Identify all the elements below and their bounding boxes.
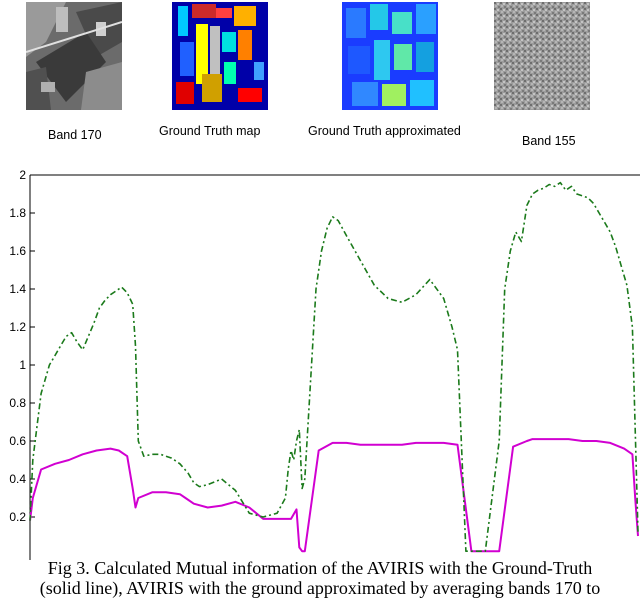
mutual-information-chart: 0.2 0.4 0.6 0.8 1 1.2 1.4 1.6 1.8 2 [9, 168, 640, 560]
y-tick-label: 1.6 [9, 244, 26, 258]
thumbnail-ground-truth-map [172, 2, 268, 110]
thumbnail-caption-2: Ground Truth map [159, 124, 261, 138]
y-tick-label: 0.2 [9, 510, 26, 524]
band-170-image [26, 2, 122, 110]
y-tick-label: 1.4 [9, 282, 26, 296]
y-tick-label: 1 [19, 358, 26, 372]
thumbnail-band-155 [494, 2, 590, 110]
thumbnail-caption-1: Band 170 [48, 128, 102, 142]
caption-line-1: Fig 3. Calculated Mutual information of … [47, 558, 593, 578]
ground-truth-map-image [172, 2, 268, 110]
ground-truth-approximated-image [342, 2, 438, 110]
y-tick-label: 1.8 [9, 206, 26, 220]
y-tick-label: 0.8 [9, 396, 26, 410]
y-tick-label: 0.6 [9, 434, 26, 448]
thumbnail-caption-3: Ground Truth approximated [308, 124, 461, 138]
thumbnail-ground-truth-approximated [342, 2, 438, 110]
thumbnail-caption-4: Band 155 [522, 134, 576, 148]
y-tick-label: 1.2 [9, 320, 26, 334]
band-155-image [494, 2, 590, 110]
y-axis-ticks: 0.2 0.4 0.6 0.8 1 1.2 1.4 1.6 1.8 2 [9, 168, 35, 524]
dash-dot-line-series [29, 181, 639, 553]
y-tick-label: 0.4 [9, 472, 26, 486]
solid-line-series [29, 438, 639, 553]
y-tick-label: 2 [19, 168, 26, 182]
caption-line-2: (solid line), AVIRIS with the ground app… [39, 578, 601, 598]
thumbnail-band-170 [26, 2, 122, 110]
series-layer [29, 181, 639, 553]
figure-caption: Fig 3. Calculated Mutual information of … [0, 558, 640, 598]
